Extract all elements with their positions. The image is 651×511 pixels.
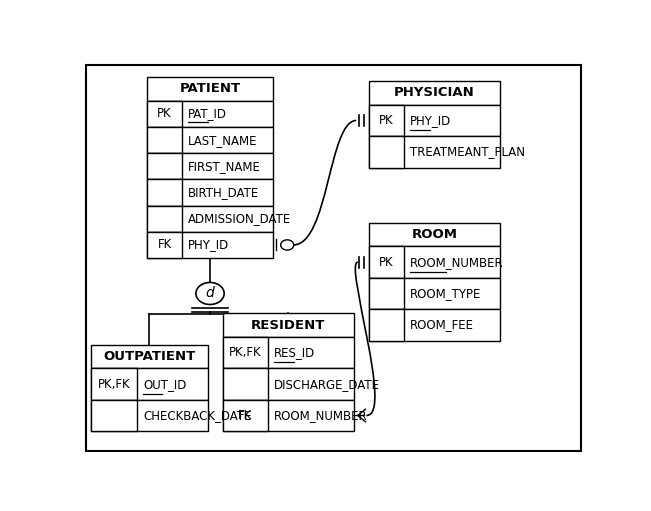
Bar	[147, 179, 273, 205]
Bar	[369, 136, 404, 168]
Text: FK: FK	[238, 409, 253, 422]
Bar	[147, 101, 273, 127]
Text: PK,FK: PK,FK	[98, 378, 130, 390]
Text: ROOM_TYPE: ROOM_TYPE	[410, 287, 482, 300]
Text: ROOM_NUMBER: ROOM_NUMBER	[410, 256, 504, 269]
Bar	[369, 246, 500, 278]
Text: PHY_ID: PHY_ID	[188, 239, 230, 251]
Bar	[91, 400, 137, 431]
Bar	[147, 232, 182, 258]
Bar	[369, 309, 404, 341]
Text: ROOM_NUMBER: ROOM_NUMBER	[274, 409, 368, 422]
Bar	[147, 127, 273, 153]
Circle shape	[196, 283, 224, 305]
Bar	[147, 77, 273, 101]
Text: BIRTH_DATE: BIRTH_DATE	[188, 186, 260, 199]
Bar	[91, 400, 208, 431]
Bar	[223, 368, 354, 400]
Text: PATIENT: PATIENT	[180, 82, 241, 96]
Bar	[147, 127, 182, 153]
Text: RES_ID: RES_ID	[274, 346, 315, 359]
Bar	[369, 309, 500, 341]
Text: TREATMEANT_PLAN: TREATMEANT_PLAN	[410, 145, 525, 158]
Bar	[147, 153, 273, 179]
Bar	[147, 232, 273, 258]
Bar	[369, 105, 500, 136]
Bar	[147, 179, 182, 205]
Bar	[369, 136, 500, 168]
Bar	[91, 344, 208, 368]
Bar	[369, 81, 500, 105]
Bar	[223, 313, 354, 337]
Text: FIRST_NAME: FIRST_NAME	[188, 160, 261, 173]
Text: ROOM_FEE: ROOM_FEE	[410, 318, 475, 332]
Text: PK: PK	[380, 114, 394, 127]
Text: OUTPATIENT: OUTPATIENT	[104, 350, 195, 363]
Text: CHECKBACK_DATE: CHECKBACK_DATE	[143, 409, 251, 422]
Circle shape	[281, 240, 294, 250]
Bar	[223, 400, 268, 431]
Bar	[223, 368, 268, 400]
Text: ADMISSION_DATE: ADMISSION_DATE	[188, 212, 292, 225]
Text: RESIDENT: RESIDENT	[251, 318, 326, 332]
Text: LAST_NAME: LAST_NAME	[188, 134, 258, 147]
Bar	[369, 246, 404, 278]
Bar	[91, 368, 208, 400]
Bar	[147, 101, 182, 127]
Text: PK: PK	[158, 107, 172, 121]
Text: PAT_ID: PAT_ID	[188, 107, 227, 121]
Text: PHY_ID: PHY_ID	[410, 114, 452, 127]
Bar	[147, 153, 182, 179]
Text: PK: PK	[380, 256, 394, 269]
Bar	[369, 278, 404, 309]
Bar	[369, 278, 500, 309]
Text: DISCHARGE_DATE: DISCHARGE_DATE	[274, 378, 380, 390]
Bar	[223, 337, 354, 368]
Bar	[147, 205, 182, 232]
Bar	[147, 205, 273, 232]
Bar	[223, 400, 354, 431]
Bar	[369, 105, 404, 136]
Bar	[223, 337, 268, 368]
Bar	[369, 223, 500, 246]
Text: OUT_ID: OUT_ID	[143, 378, 186, 390]
Text: d: d	[206, 287, 214, 300]
Bar	[91, 368, 137, 400]
Text: PHYSICIAN: PHYSICIAN	[394, 86, 475, 100]
Text: FK: FK	[158, 239, 172, 251]
Text: PK,FK: PK,FK	[229, 346, 262, 359]
Text: ROOM: ROOM	[411, 228, 458, 241]
